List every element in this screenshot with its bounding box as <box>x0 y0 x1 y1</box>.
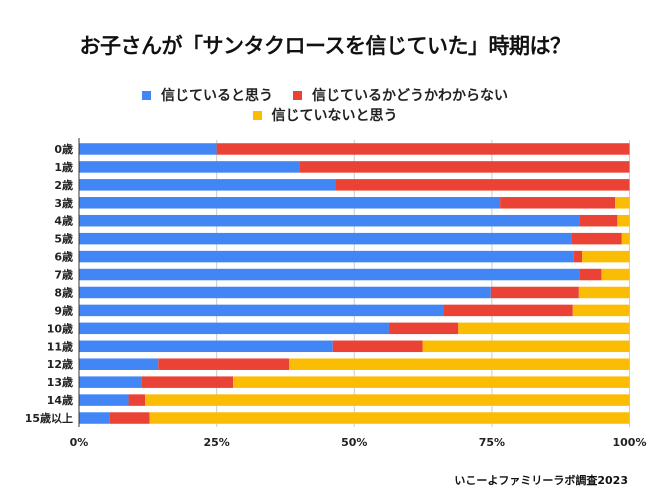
bar-unsure-0 <box>216 143 630 155</box>
bar-unsure-14 <box>128 394 146 406</box>
category-label: 5歳 <box>54 232 73 246</box>
bar-not-believe-13 <box>233 376 630 388</box>
bar-believe-6 <box>79 250 574 263</box>
bar-unsure-13 <box>141 376 234 388</box>
bar-not-believe-12 <box>289 358 630 370</box>
category-label: 9歳 <box>54 303 73 317</box>
bar-believe-15 <box>79 412 110 424</box>
bar-not-believe-15 <box>149 412 630 424</box>
legend-row-2: 信じていないと思う <box>0 105 650 125</box>
legend-swatch-not-believe <box>252 110 262 120</box>
bar-not-believe-10 <box>458 322 630 335</box>
category-label: 10歳 <box>47 321 73 335</box>
bar-not-believe-6 <box>582 250 630 263</box>
category-label: 3歳 <box>54 196 73 210</box>
legend-label-unsure: 信じているかどうかわからない <box>312 88 508 104</box>
bar-believe-10 <box>79 322 389 335</box>
bar-believe-7 <box>79 268 580 281</box>
bar-believe-0 <box>79 143 217 155</box>
bar-unsure-8 <box>490 286 579 299</box>
source-footer: いこーよファミリーラボ調査2023 <box>454 474 628 487</box>
x-tick-label: 25% <box>203 436 229 449</box>
bar-believe-1 <box>79 161 300 173</box>
bar-not-believe-5 <box>621 232 630 245</box>
bar-not-believe-11 <box>422 340 630 353</box>
x-tick-label: 50% <box>341 436 367 449</box>
bar-unsure-4 <box>579 214 618 227</box>
legend-item-unsure: 信じているかどうかわからない <box>293 85 508 105</box>
category-label: 15歳以上 <box>25 411 73 425</box>
category-label: 7歳 <box>54 268 73 282</box>
bar-unsure-9 <box>443 304 573 317</box>
category-label: 12歳 <box>47 357 73 371</box>
bar-believe-9 <box>79 304 444 317</box>
bar-not-believe-14 <box>145 394 630 406</box>
legend-item-believe: 信じていると思う <box>142 85 273 105</box>
bar-believe-4 <box>79 214 580 227</box>
bar-unsure-6 <box>573 250 583 263</box>
category-label: 14歳 <box>47 393 73 407</box>
bar-unsure-1 <box>299 161 630 173</box>
bar-unsure-15 <box>109 412 150 424</box>
category-label: 11歳 <box>47 339 73 353</box>
bar-believe-11 <box>79 340 333 353</box>
chart-title: お子さんが「サンタクロースを信じていた」時期は？ <box>79 34 571 58</box>
x-tick-labels: 0% 25% 50% 75% 100% <box>70 436 647 449</box>
bar-unsure-5 <box>571 232 622 245</box>
bar-unsure-2 <box>335 179 630 191</box>
bar-not-believe-9 <box>572 304 630 317</box>
legend-label-believe: 信じていると思う <box>161 88 273 104</box>
category-label: 6歳 <box>54 250 73 264</box>
x-tick-label: 100% <box>613 436 647 449</box>
bar-believe-14 <box>79 394 129 406</box>
bar-not-believe-7 <box>601 268 630 281</box>
legend-swatch-unsure <box>293 90 302 100</box>
legend-swatch-believe <box>142 90 151 100</box>
legend-item-not-believe: 信じていないと思う <box>252 105 398 125</box>
bar-believe-5 <box>79 232 572 245</box>
bar-unsure-11 <box>332 340 423 353</box>
bar-not-believe-3 <box>615 197 630 209</box>
category-label: 0歳 <box>54 142 73 156</box>
legend-row-1: 信じていると思う 信じているかどうかわからない <box>0 85 650 105</box>
bars <box>79 143 630 424</box>
category-label: 13歳 <box>47 375 73 389</box>
category-label: 2歳 <box>54 178 73 192</box>
category-labels: 0歳 1歳 2歳 3歳 4歳 5歳 6歳 7歳 8歳 9歳 10歳 11歳 12歳 13歳 14歳 15歳以上 <box>25 142 73 425</box>
bar-believe-2 <box>79 179 336 191</box>
bar-unsure-7 <box>579 268 602 281</box>
x-tick-label: 75% <box>479 436 505 449</box>
bar-believe-3 <box>79 197 501 209</box>
legend-label-not-believe: 信じていないと思う <box>271 108 398 124</box>
bar-unsure-10 <box>388 322 459 335</box>
bar-believe-13 <box>79 376 142 388</box>
bar-believe-12 <box>79 358 159 370</box>
bar-unsure-12 <box>158 358 290 370</box>
bar-unsure-3 <box>500 197 616 209</box>
category-label: 4歳 <box>54 214 73 228</box>
bar-not-believe-8 <box>578 286 630 299</box>
category-label: 8歳 <box>54 285 73 299</box>
bar-believe-8 <box>79 286 491 299</box>
x-tick-label: 0% <box>70 436 89 449</box>
bar-not-believe-4 <box>617 214 630 227</box>
category-label: 1歳 <box>54 160 73 174</box>
